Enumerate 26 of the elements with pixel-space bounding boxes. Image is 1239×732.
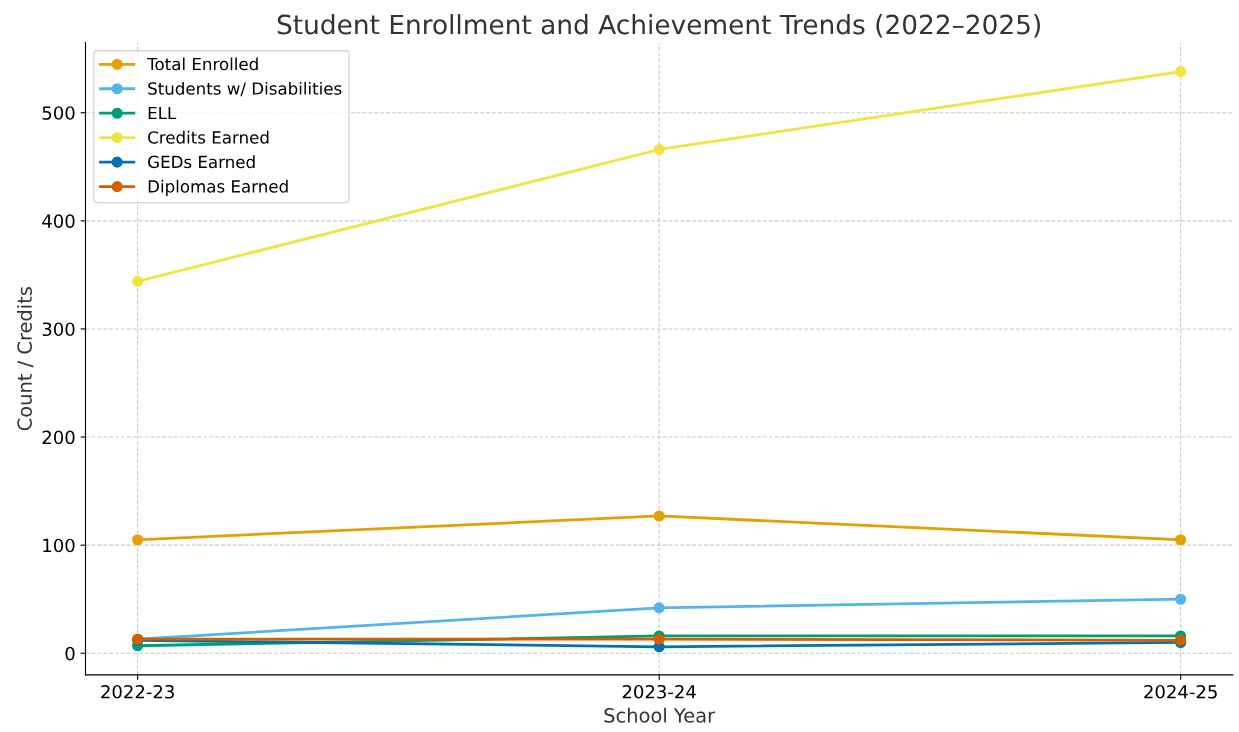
legend-label: Diplomas Earned (148, 179, 288, 196)
y-tick-label: 400 (42, 214, 75, 228)
chart-title: Student Enrollment and Achievement Trends (2022–2025) (277, 14, 1040, 38)
point (1175, 593, 1187, 605)
y-tick-label: 300 (42, 322, 75, 337)
point (132, 534, 144, 546)
y-tick-label: 500 (42, 106, 75, 120)
x-tick-label: 2024-25 (1144, 684, 1217, 699)
x-tick-label: 2023-24 (622, 684, 696, 699)
point (132, 275, 144, 287)
x-axis-title: School Year (604, 707, 716, 723)
x-tick-label: 2022-23 (101, 684, 174, 699)
y-tick-label: 100 (43, 538, 75, 553)
legend-label: ELL (148, 106, 177, 120)
point (1175, 534, 1187, 546)
y-axis-title: Count / Credits (16, 287, 34, 431)
point (1175, 66, 1187, 78)
legend-label: Total Enrolled (147, 57, 258, 71)
y-tick-label: 200 (42, 430, 75, 445)
y-tick-label: 0 (65, 646, 75, 661)
legend-label: GEDs Earned (148, 155, 255, 169)
legend-label: Students w/ Disabilities (148, 81, 342, 97)
point (653, 602, 665, 614)
legend-label: Credits Earned (148, 130, 269, 144)
point (653, 143, 665, 156)
point (653, 510, 665, 522)
